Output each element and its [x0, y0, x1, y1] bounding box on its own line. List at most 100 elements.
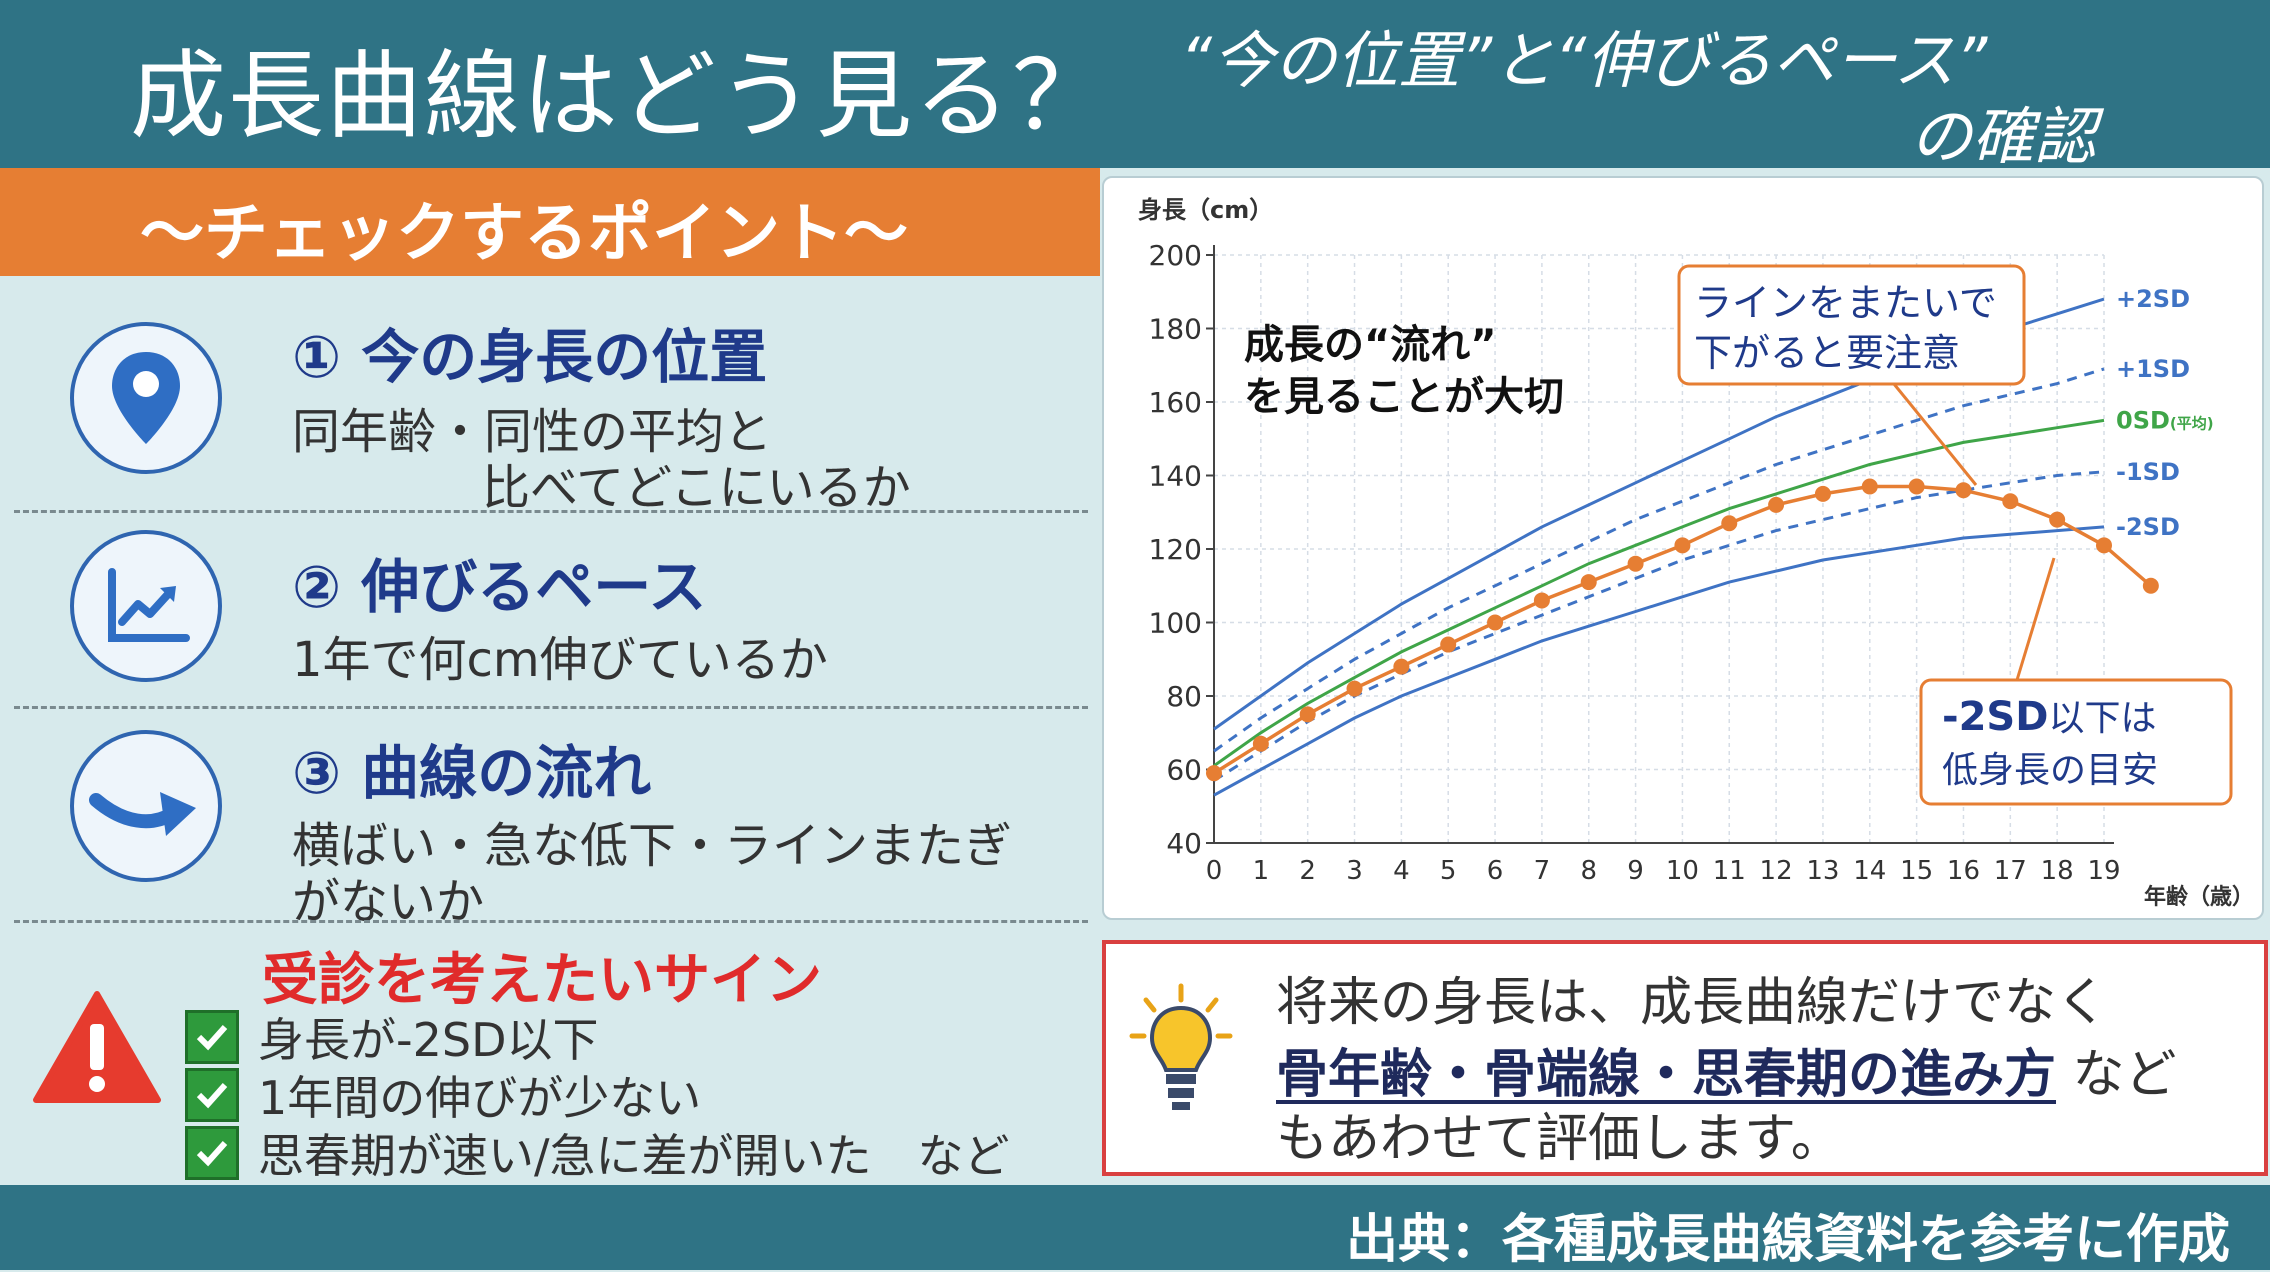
- check-icon: [185, 1126, 239, 1180]
- series-point: [1627, 555, 1644, 572]
- crossing-callout-text: 下がると要注意: [1694, 331, 1960, 375]
- tip-panel: 将来の身長は、成長曲線だけでなく 骨年齢・骨端線・思春期の進み方 など もあわせ…: [1102, 940, 2268, 1176]
- series-point: [1440, 636, 1457, 653]
- check-icon: [185, 1010, 239, 1064]
- series-point: [1768, 496, 1785, 513]
- sign-item: 思春期が速い/急に差が開いた など: [258, 1129, 1010, 1183]
- series-point: [1721, 515, 1738, 532]
- reference-line: [1213, 367, 2105, 753]
- x-tick-label: 3: [1346, 856, 1363, 886]
- series-point: [1580, 574, 1597, 591]
- series-point: [1252, 735, 1269, 752]
- series-point: [1861, 478, 1878, 495]
- reference-line-label: -2SD: [2116, 513, 2180, 541]
- series-point: [1393, 658, 1410, 675]
- point-2-desc: 1年で何cm伸びているか: [292, 632, 828, 688]
- reference-line-label: 0SD(平均): [2116, 406, 2214, 434]
- series-point: [1299, 706, 1316, 723]
- sign-item: 身長が-2SD以下: [258, 1013, 599, 1067]
- x-tick-label: 17: [1994, 856, 2027, 886]
- series-point: [1955, 482, 1972, 499]
- lightbulb-icon: [1126, 982, 1236, 1126]
- growth-chart-panel: 40 60 80 100 120 140 160 180 200 0 1 2 3 4 5 6 7 8 9 10 11 12…: [1102, 176, 2264, 920]
- divider: [14, 510, 1088, 513]
- point-3-desc: 横ばい・急な低下・ラインまたぎ: [292, 818, 1013, 874]
- series-point: [1674, 537, 1691, 554]
- curved-arrow-icon: [70, 730, 222, 882]
- y-tick-label: 60: [1166, 754, 1202, 787]
- check-icon: [185, 1068, 239, 1122]
- x-tick-label: 11: [1713, 856, 1746, 886]
- x-axis-label: 年齢（歳）: [2144, 884, 2254, 910]
- short-stature-callout-pointer: [2015, 557, 2056, 681]
- crossing-callout-text: ラインをまたいで: [1694, 281, 1997, 325]
- series-point: [1908, 478, 1925, 495]
- divider: [14, 920, 1088, 923]
- x-tick-label: 10: [1666, 856, 1699, 886]
- short-stature-callout-text: -2SD以下は: [1942, 694, 2156, 740]
- x-tick-label: 1: [1253, 856, 1270, 886]
- y-tick-label: 140: [1149, 460, 1202, 493]
- tip-emphasis: 骨年齢・骨端線・思春期の進み方: [1276, 1045, 2057, 1105]
- y-tick-label: 200: [1149, 239, 1202, 272]
- x-tick-label: 5: [1440, 856, 1457, 886]
- y-tick-label: 160: [1149, 386, 1202, 419]
- reference-line-label: -1SD: [2116, 458, 2180, 486]
- page-title: 成長曲線はどう見る？: [130, 40, 1110, 152]
- tip-line-3: もあわせて評価します。: [1276, 1109, 1843, 1169]
- series-point: [1487, 614, 1504, 631]
- reference-line-label: +1SD: [2116, 355, 2190, 383]
- x-tick-label: 6: [1487, 856, 1504, 886]
- short-stature-callout-text: 低身長の目安: [1942, 750, 2158, 791]
- source-note: 出典：各種成長曲線資料を参考に作成: [1345, 1210, 2230, 1270]
- x-tick-label: 19: [2087, 856, 2120, 886]
- series-point: [1814, 485, 1831, 502]
- x-tick-label: 13: [1806, 856, 1839, 886]
- series-point: [1533, 592, 1550, 609]
- tip-line-2: 骨年齢・骨端線・思春期の進み方 など: [1276, 1032, 2177, 1107]
- y-tick-label: 80: [1166, 680, 1202, 713]
- flow-note: 成長の“流れ”: [1244, 322, 1497, 368]
- x-tick-label: 14: [1853, 856, 1886, 886]
- reference-line: [1213, 418, 2105, 768]
- consult-signs-title: 受診を考えたいサイン: [262, 948, 822, 1013]
- tip-line-2-rest: など: [2056, 1045, 2177, 1105]
- crossing-callout-pointer: [1892, 383, 1978, 486]
- x-tick-label: 9: [1627, 856, 1644, 886]
- x-tick-label: 8: [1580, 856, 1597, 886]
- y-tick-label: 120: [1149, 533, 1202, 566]
- header-bar: 成長曲線はどう見る？ “今の位置”と“伸びるペース” の確認: [0, 0, 2270, 173]
- reference-line-label: +2SD: [2116, 285, 2190, 313]
- point-3-title: ③ 曲線の流れ: [292, 739, 652, 807]
- y-tick-label: 100: [1149, 607, 1202, 640]
- x-tick-label: 18: [2041, 856, 2074, 886]
- series-point: [1206, 765, 1222, 782]
- series-point: [2096, 537, 2112, 554]
- y-axis-label: 身長（cm）: [1138, 196, 1273, 224]
- x-tick-label: 2: [1299, 856, 1316, 886]
- x-tick-label: 16: [1947, 856, 1980, 886]
- point-2-title: ② 伸びるペース: [292, 553, 707, 621]
- series-point: [1346, 680, 1363, 697]
- point-1-desc: 同年齢・同性の平均と: [292, 404, 773, 460]
- reference-line: [1213, 525, 2105, 797]
- point-1-desc-2: 比べてどこにいるか: [482, 460, 911, 516]
- warning-icon: [32, 990, 162, 1110]
- series-point: [2002, 493, 2019, 510]
- x-tick-label: 0: [1206, 856, 1223, 886]
- y-tick-label: 40: [1166, 827, 1202, 860]
- sign-item: 1年間の伸びが少ない: [258, 1071, 702, 1125]
- point-1-title: ① 今の身長の位置: [292, 323, 768, 391]
- x-tick-label: 12: [1760, 856, 1793, 886]
- series-point: [2049, 511, 2066, 528]
- page-subtitle: “今の位置”と“伸びるペース”: [1180, 24, 1988, 97]
- trend-chart-icon: [70, 530, 222, 682]
- x-tick-label: 7: [1534, 856, 1551, 886]
- series-point: [2142, 577, 2159, 594]
- x-tick-label: 4: [1393, 856, 1410, 886]
- flow-note: を見ることが大切: [1244, 374, 1564, 420]
- crossing-callout-box: [1677, 264, 2026, 386]
- location-pin-icon: [70, 322, 222, 474]
- check-section-header: 〜チェックするポイント〜: [0, 168, 1100, 276]
